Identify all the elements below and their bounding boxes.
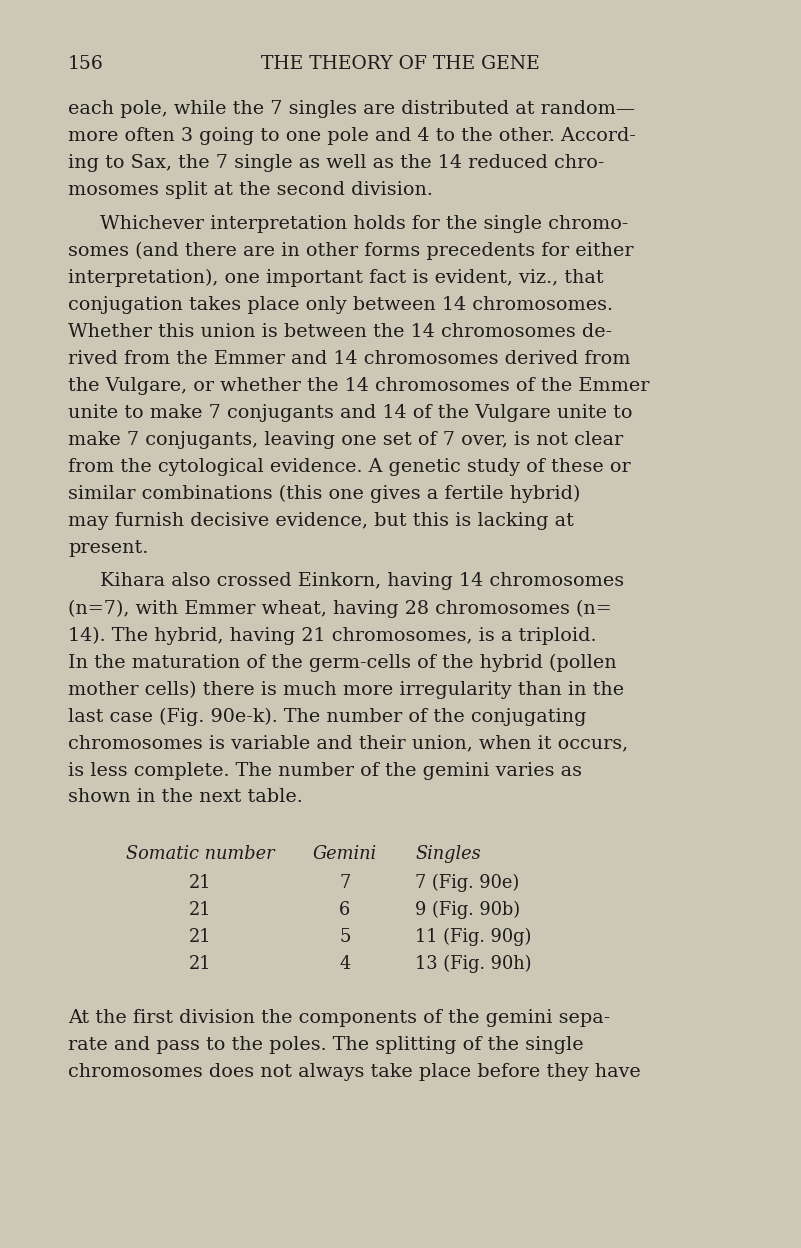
Text: Whichever interpretation holds for the single chromo-: Whichever interpretation holds for the s…	[100, 215, 628, 232]
Text: In the maturation of the germ-cells of the hybrid (pollen: In the maturation of the germ-cells of t…	[68, 654, 617, 671]
Text: 21: 21	[189, 955, 211, 972]
Text: 7: 7	[340, 874, 351, 891]
Text: 5: 5	[340, 927, 351, 946]
Text: 11 (Fig. 90g): 11 (Fig. 90g)	[415, 927, 531, 946]
Text: may furnish decisive evidence, but this is lacking at: may furnish decisive evidence, but this …	[68, 512, 574, 529]
Text: similar combinations (this one gives a fertile hybrid): similar combinations (this one gives a f…	[68, 484, 581, 503]
Text: 21: 21	[189, 927, 211, 946]
Text: interpretation), one important fact is evident, viz., that: interpretation), one important fact is e…	[68, 268, 604, 287]
Text: make 7 conjugants, leaving one set of 7 over, is not clear: make 7 conjugants, leaving one set of 7 …	[68, 431, 623, 449]
Text: somes (and there are in other forms precedents for either: somes (and there are in other forms prec…	[68, 242, 634, 260]
Text: the Vulgare, or whether the 14 chromosomes of the Emmer: the Vulgare, or whether the 14 chromosom…	[68, 377, 650, 394]
Text: 21: 21	[189, 874, 211, 891]
Text: 156: 156	[68, 55, 104, 72]
Text: 4: 4	[340, 955, 351, 972]
Text: each pole, while the 7 singles are distributed at random—: each pole, while the 7 singles are distr…	[68, 100, 635, 119]
Text: unite to make 7 conjugants and 14 of the Vulgare unite to: unite to make 7 conjugants and 14 of the…	[68, 404, 633, 422]
Text: rate and pass to the poles. The splitting of the single: rate and pass to the poles. The splittin…	[68, 1036, 584, 1053]
Text: from the cytological evidence. A genetic study of these or: from the cytological evidence. A genetic…	[68, 458, 630, 475]
Text: Whether this union is between the 14 chromosomes de-: Whether this union is between the 14 chr…	[68, 323, 612, 341]
Text: 13 (Fig. 90h): 13 (Fig. 90h)	[415, 955, 532, 972]
Text: is less complete. The number of the gemini varies as: is less complete. The number of the gemi…	[68, 761, 582, 780]
Text: Kihara also crossed Einkorn, having 14 chromosomes: Kihara also crossed Einkorn, having 14 c…	[100, 573, 624, 590]
Text: shown in the next table.: shown in the next table.	[68, 789, 303, 806]
Text: present.: present.	[68, 539, 148, 557]
Text: conjugation takes place only between 14 chromosomes.: conjugation takes place only between 14 …	[68, 296, 613, 313]
Text: At the first division the components of the gemini sepa-: At the first division the components of …	[68, 1008, 610, 1027]
Text: Somatic number: Somatic number	[126, 845, 274, 864]
Text: chromosomes does not always take place before they have: chromosomes does not always take place b…	[68, 1062, 641, 1081]
Text: rived from the Emmer and 14 chromosomes derived from: rived from the Emmer and 14 chromosomes …	[68, 349, 630, 368]
Text: more often 3 going to one pole and 4 to the other. Accord-: more often 3 going to one pole and 4 to …	[68, 127, 636, 145]
Text: Gemini: Gemini	[313, 845, 377, 864]
Text: 7 (Fig. 90e): 7 (Fig. 90e)	[415, 874, 519, 892]
Text: 21: 21	[189, 901, 211, 919]
Text: last case (Fig. 90e-k). The number of the conjugating: last case (Fig. 90e-k). The number of th…	[68, 708, 586, 726]
Text: ing to Sax, the 7 single as well as the 14 reduced chro-: ing to Sax, the 7 single as well as the …	[68, 154, 605, 172]
Text: mother cells) there is much more irregularity than in the: mother cells) there is much more irregul…	[68, 680, 624, 699]
Text: 14). The hybrid, having 21 chromosomes, is a triploid.: 14). The hybrid, having 21 chromosomes, …	[68, 626, 597, 645]
Text: (n=7), with Emmer wheat, having 28 chromosomes (n=: (n=7), with Emmer wheat, having 28 chrom…	[68, 599, 612, 618]
Text: mosomes split at the second division.: mosomes split at the second division.	[68, 181, 433, 198]
Text: chromosomes is variable and their union, when it occurs,: chromosomes is variable and their union,…	[68, 735, 628, 753]
Text: 6: 6	[340, 901, 351, 919]
Text: THE THEORY OF THE GENE: THE THEORY OF THE GENE	[261, 55, 540, 72]
Text: 9 (Fig. 90b): 9 (Fig. 90b)	[415, 901, 520, 919]
Text: Singles: Singles	[415, 845, 481, 864]
